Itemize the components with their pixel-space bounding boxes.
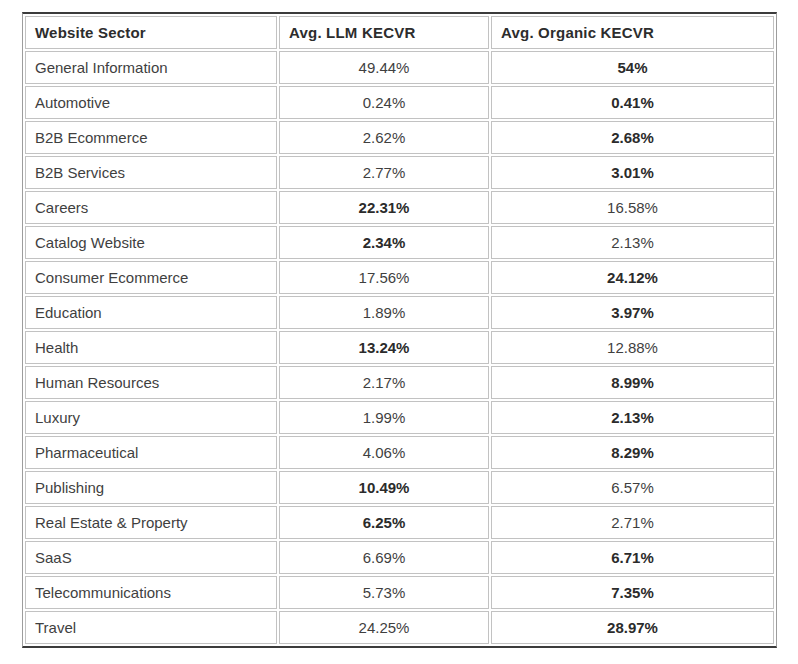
llm-value-cell: 17.56% [279,261,489,294]
organic-value-cell: 6.71% [491,541,774,574]
table-row: Telecommunications 5.73% 7.35% [25,576,774,609]
organic-value-cell: 54% [491,51,774,84]
sector-cell: Telecommunications [25,576,277,609]
table-row: Education 1.89% 3.97% [25,296,774,329]
organic-value-cell: 8.99% [491,366,774,399]
table-row: Careers 22.31% 16.58% [25,191,774,224]
table-row: Real Estate & Property 6.25% 2.71% [25,506,774,539]
llm-value-cell: 10.49% [279,471,489,504]
organic-value-cell: 8.29% [491,436,774,469]
sector-cell: Luxury [25,401,277,434]
table-row: B2B Services 2.77% 3.01% [25,156,774,189]
sector-cell: SaaS [25,541,277,574]
table-row: Automotive 0.24% 0.41% [25,86,774,119]
table-row: Luxury 1.99% 2.13% [25,401,774,434]
llm-value-cell: 0.24% [279,86,489,119]
llm-value-cell: 6.69% [279,541,489,574]
llm-value-cell: 2.77% [279,156,489,189]
table-row: Health 13.24% 12.88% [25,331,774,364]
table-row: B2B Ecommerce 2.62% 2.68% [25,121,774,154]
organic-value-cell: 2.13% [491,226,774,259]
sector-cell: Consumer Ecommerce [25,261,277,294]
header-avg-llm-kecvr: Avg. LLM KECVR [279,16,489,49]
header-website-sector: Website Sector [25,16,277,49]
llm-value-cell: 1.99% [279,401,489,434]
sector-cell: Pharmaceutical [25,436,277,469]
llm-value-cell: 22.31% [279,191,489,224]
llm-value-cell: 2.17% [279,366,489,399]
sector-cell: Travel [25,611,277,644]
organic-value-cell: 12.88% [491,331,774,364]
table-row: Pharmaceutical 4.06% 8.29% [25,436,774,469]
kecvr-table-container: Website Sector Avg. LLM KECVR Avg. Organ… [22,12,777,648]
organic-value-cell: 6.57% [491,471,774,504]
table-body: General Information 49.44% 54% Automotiv… [25,51,774,644]
llm-value-cell: 1.89% [279,296,489,329]
sector-cell: Automotive [25,86,277,119]
sector-cell: Real Estate & Property [25,506,277,539]
sector-cell: General Information [25,51,277,84]
llm-value-cell: 49.44% [279,51,489,84]
table-row: Catalog Website 2.34% 2.13% [25,226,774,259]
llm-value-cell: 2.34% [279,226,489,259]
llm-value-cell: 24.25% [279,611,489,644]
sector-cell: Education [25,296,277,329]
llm-value-cell: 4.06% [279,436,489,469]
header-row: Website Sector Avg. LLM KECVR Avg. Organ… [25,16,774,49]
table-row: Human Resources 2.17% 8.99% [25,366,774,399]
llm-value-cell: 5.73% [279,576,489,609]
table-row: Travel 24.25% 28.97% [25,611,774,644]
table-row: Publishing 10.49% 6.57% [25,471,774,504]
llm-value-cell: 13.24% [279,331,489,364]
table-header: Website Sector Avg. LLM KECVR Avg. Organ… [25,16,774,49]
organic-value-cell: 0.41% [491,86,774,119]
kecvr-comparison-table: Website Sector Avg. LLM KECVR Avg. Organ… [22,12,777,648]
table-row: Consumer Ecommerce 17.56% 24.12% [25,261,774,294]
sector-cell: Human Resources [25,366,277,399]
organic-value-cell: 24.12% [491,261,774,294]
organic-value-cell: 2.68% [491,121,774,154]
sector-cell: Careers [25,191,277,224]
llm-value-cell: 2.62% [279,121,489,154]
organic-value-cell: 7.35% [491,576,774,609]
header-avg-organic-kecvr: Avg. Organic KECVR [491,16,774,49]
sector-cell: B2B Services [25,156,277,189]
organic-value-cell: 3.01% [491,156,774,189]
llm-value-cell: 6.25% [279,506,489,539]
table-row: General Information 49.44% 54% [25,51,774,84]
organic-value-cell: 2.13% [491,401,774,434]
sector-cell: Catalog Website [25,226,277,259]
organic-value-cell: 16.58% [491,191,774,224]
sector-cell: Health [25,331,277,364]
organic-value-cell: 2.71% [491,506,774,539]
organic-value-cell: 28.97% [491,611,774,644]
table-row: SaaS 6.69% 6.71% [25,541,774,574]
sector-cell: Publishing [25,471,277,504]
organic-value-cell: 3.97% [491,296,774,329]
sector-cell: B2B Ecommerce [25,121,277,154]
